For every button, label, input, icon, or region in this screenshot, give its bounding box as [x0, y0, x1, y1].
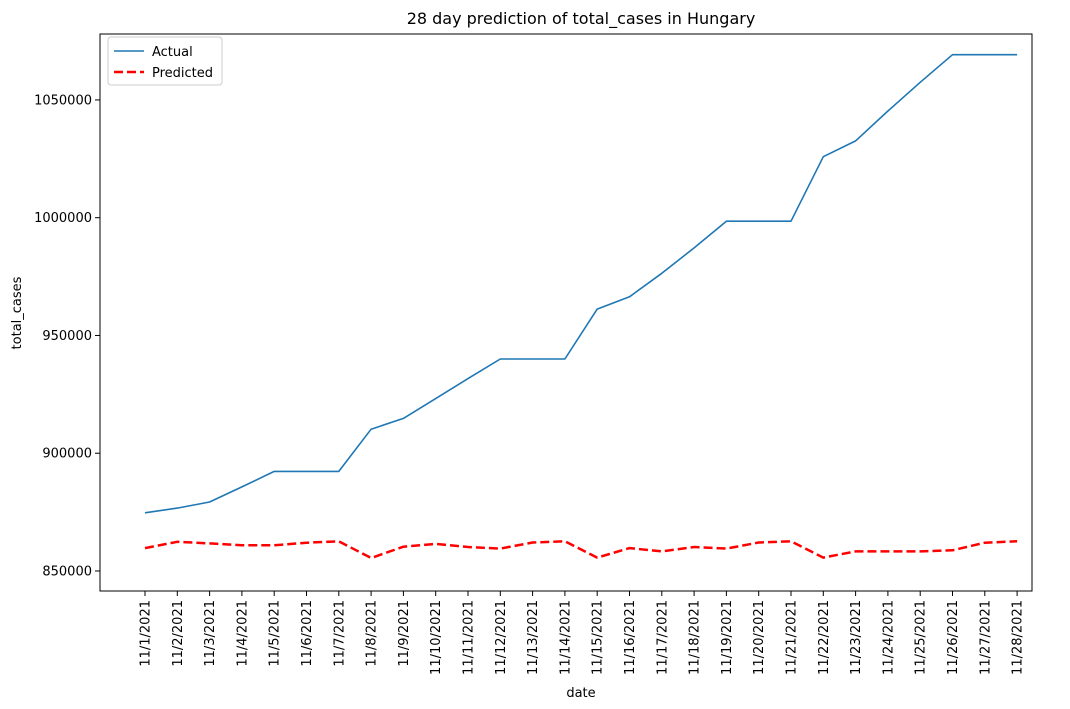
x-tick-label: 11/17/2021 [655, 600, 670, 675]
x-tick-label: 11/8/2021 [365, 600, 380, 667]
y-tick-label: 1050000 [34, 93, 92, 108]
x-tick-label: 11/11/2021 [462, 600, 477, 675]
chart-title: 28 day prediction of total_cases in Hung… [407, 9, 756, 29]
x-tick-label: 11/4/2021 [235, 600, 250, 667]
y-tick-label: 1000000 [34, 211, 92, 226]
x-tick-label: 11/14/2021 [558, 600, 573, 675]
x-tick-label: 11/13/2021 [526, 600, 541, 675]
x-tick-label: 11/3/2021 [203, 600, 218, 667]
legend-label-predicted: Predicted [152, 66, 213, 81]
x-tick-label: 11/24/2021 [881, 600, 896, 675]
x-tick-label: 11/15/2021 [591, 600, 606, 675]
x-tick-label: 11/26/2021 [946, 600, 961, 675]
x-tick-label: 11/27/2021 [978, 600, 993, 675]
y-tick-label: 850000 [42, 564, 92, 579]
plot-area: 850000 900000 950000 1000000 1050000 11/1/202… [34, 33, 1033, 675]
plot-frame [99, 33, 1033, 592]
y-tick-label: 900000 [42, 447, 92, 462]
y-axis-label: total_cases [10, 276, 25, 349]
series-line-predicted [144, 540, 1018, 560]
x-tick-label: 11/6/2021 [300, 600, 315, 667]
x-tick-label: 11/2/2021 [171, 600, 186, 667]
x-axis-label: date [566, 686, 595, 701]
series-line-actual [144, 53, 1018, 514]
x-tick-label: 11/28/2021 [1011, 600, 1026, 675]
x-tick-label: 11/20/2021 [752, 600, 767, 675]
x-tick-label: 11/10/2021 [429, 600, 444, 675]
x-tick-label: 11/5/2021 [268, 600, 283, 667]
x-tick-label: 11/7/2021 [332, 600, 347, 667]
x-tick-label: 11/9/2021 [397, 600, 412, 667]
legend-label-actual: Actual [152, 45, 193, 60]
x-tick-label: 11/18/2021 [688, 600, 703, 675]
x-tick-label: 11/16/2021 [623, 600, 638, 675]
legend-box [107, 36, 223, 86]
x-tick-label: 11/23/2021 [849, 600, 864, 675]
x-tick-label: 11/19/2021 [720, 600, 735, 675]
y-tick-label: 950000 [42, 329, 92, 344]
x-tick-label: 11/1/2021 [139, 600, 154, 667]
x-tick-label: 11/25/2021 [914, 600, 929, 675]
x-tick-label: 11/21/2021 [785, 600, 800, 675]
x-tick-label: 11/12/2021 [494, 600, 509, 675]
x-tick-label: 11/22/2021 [817, 600, 832, 675]
legend: Actual Predicted [107, 36, 223, 86]
